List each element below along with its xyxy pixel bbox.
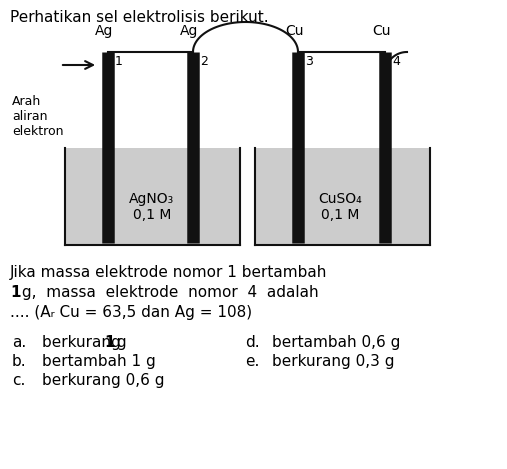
Text: Ag: Ag: [95, 24, 114, 38]
Text: e.: e.: [245, 354, 260, 369]
Text: berkurang 0,6 g: berkurang 0,6 g: [42, 373, 164, 388]
Text: 4: 4: [392, 55, 400, 68]
Text: .... (Aᵣ Cu = 63,5 dan Ag = 108): .... (Aᵣ Cu = 63,5 dan Ag = 108): [10, 305, 252, 320]
Text: 0,1 M: 0,1 M: [321, 208, 359, 222]
Text: 3: 3: [305, 55, 313, 68]
Text: 1: 1: [104, 335, 115, 350]
Text: 1: 1: [10, 285, 20, 300]
Text: bertambah 0,6 g: bertambah 0,6 g: [272, 335, 401, 350]
Text: 1: 1: [115, 55, 123, 68]
Text: Cu: Cu: [285, 24, 304, 38]
Text: Jika massa elektrode nomor 1 bertambah: Jika massa elektrode nomor 1 bertambah: [10, 265, 328, 280]
Text: Perhatikan sel elektrolisis berikut.: Perhatikan sel elektrolisis berikut.: [10, 10, 269, 25]
Text: a.: a.: [12, 335, 26, 350]
Text: g,  massa  elektrode  nomor  4  adalah: g, massa elektrode nomor 4 adalah: [17, 285, 318, 300]
Text: b.: b.: [12, 354, 27, 369]
Bar: [65, 148, 240, 245]
Text: Arah
aliran
elektron: Arah aliran elektron: [12, 95, 63, 138]
Text: d.: d.: [245, 335, 260, 350]
Text: AgNO₃: AgNO₃: [129, 192, 174, 206]
Text: berkurang: berkurang: [42, 335, 126, 350]
Text: 2: 2: [200, 55, 208, 68]
Text: 0,1 M: 0,1 M: [133, 208, 171, 222]
Text: Ag: Ag: [180, 24, 198, 38]
Text: g: g: [112, 335, 127, 350]
Text: c.: c.: [12, 373, 25, 388]
Text: CuSO₄: CuSO₄: [318, 192, 362, 206]
Text: berkurang 0,3 g: berkurang 0,3 g: [272, 354, 394, 369]
Bar: [255, 148, 430, 245]
Text: bertambah 1 g: bertambah 1 g: [42, 354, 156, 369]
Text: Cu: Cu: [372, 24, 390, 38]
